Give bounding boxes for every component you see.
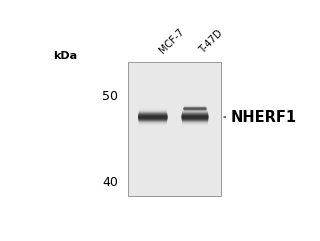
FancyBboxPatch shape [184,107,206,109]
FancyBboxPatch shape [138,116,168,119]
FancyBboxPatch shape [139,122,167,124]
FancyBboxPatch shape [184,110,206,111]
FancyBboxPatch shape [182,119,208,121]
FancyBboxPatch shape [184,106,206,107]
FancyBboxPatch shape [138,113,167,115]
FancyBboxPatch shape [181,116,209,119]
Text: kDa: kDa [53,51,77,61]
FancyBboxPatch shape [182,113,208,115]
FancyBboxPatch shape [138,115,168,118]
FancyBboxPatch shape [139,112,167,114]
Text: MCF-7: MCF-7 [158,27,187,56]
FancyBboxPatch shape [182,120,208,122]
Text: 40: 40 [102,175,118,188]
Text: T-47D: T-47D [197,29,225,56]
FancyBboxPatch shape [181,114,208,117]
FancyBboxPatch shape [183,108,206,109]
FancyBboxPatch shape [139,110,167,112]
FancyBboxPatch shape [184,107,206,108]
FancyBboxPatch shape [182,121,208,123]
Text: 50: 50 [102,90,118,103]
FancyBboxPatch shape [138,118,167,120]
FancyBboxPatch shape [183,108,206,110]
FancyBboxPatch shape [182,112,208,114]
FancyBboxPatch shape [139,111,167,113]
FancyBboxPatch shape [139,121,167,123]
FancyBboxPatch shape [139,120,167,122]
FancyBboxPatch shape [182,111,208,113]
FancyBboxPatch shape [182,110,208,112]
FancyBboxPatch shape [184,106,206,108]
FancyBboxPatch shape [184,109,206,110]
Text: NHERF1: NHERF1 [231,110,297,125]
FancyBboxPatch shape [184,110,206,111]
FancyBboxPatch shape [184,109,206,110]
FancyBboxPatch shape [184,107,206,108]
FancyBboxPatch shape [181,118,208,120]
FancyBboxPatch shape [181,115,209,118]
FancyBboxPatch shape [138,114,167,117]
FancyBboxPatch shape [184,109,206,111]
FancyBboxPatch shape [138,119,167,121]
FancyBboxPatch shape [182,122,208,124]
FancyBboxPatch shape [128,62,221,196]
